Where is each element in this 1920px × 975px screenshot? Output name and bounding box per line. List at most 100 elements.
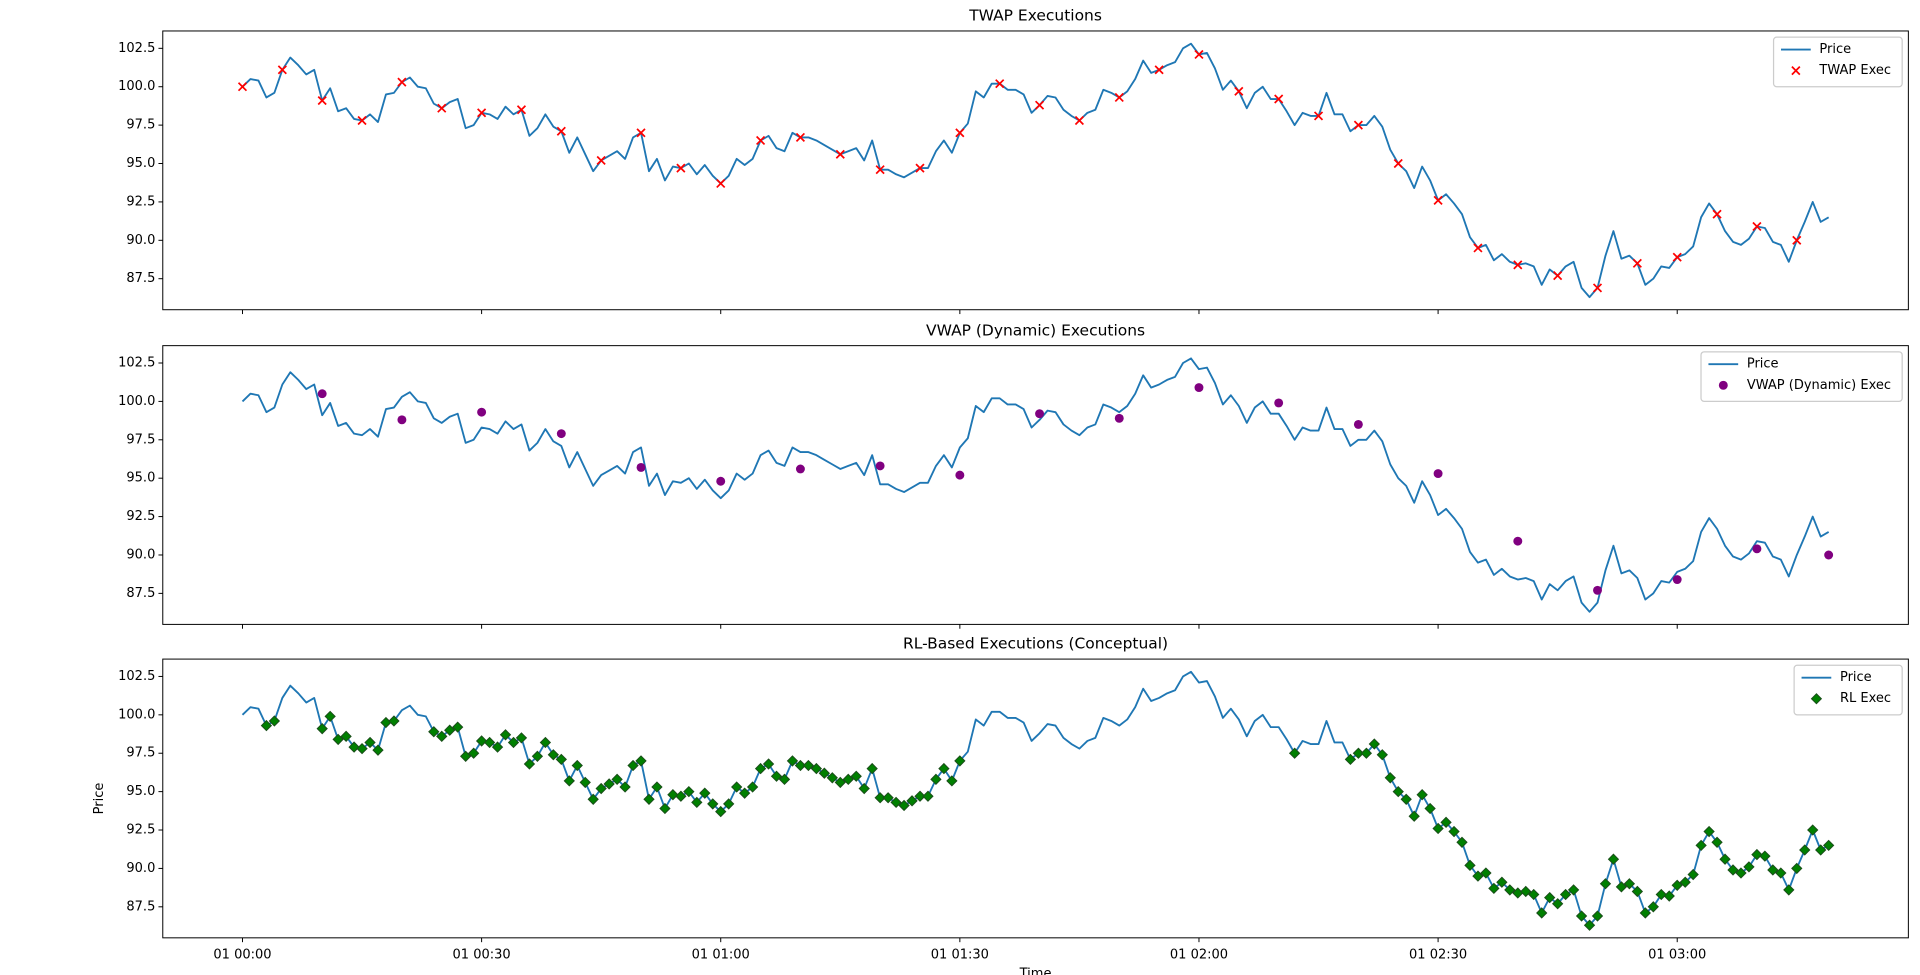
exec-marker bbox=[1767, 864, 1779, 876]
exec-marker bbox=[316, 723, 328, 735]
exec-marker bbox=[317, 389, 327, 399]
exec-marker bbox=[547, 749, 560, 761]
exec-marker bbox=[723, 798, 735, 810]
exec-marker bbox=[1520, 885, 1532, 898]
exec-marker bbox=[1752, 221, 1762, 232]
exec-marker bbox=[898, 799, 910, 812]
price-line bbox=[241, 42, 1830, 299]
exec-marker bbox=[1647, 901, 1659, 913]
y-tick-label: 95.0 bbox=[126, 471, 155, 486]
exec-marker bbox=[1376, 749, 1388, 761]
y-tick-label: 97.5 bbox=[126, 746, 155, 761]
exec-marker bbox=[716, 178, 726, 189]
exec-marker bbox=[1591, 910, 1604, 922]
y-tick-label: 87.5 bbox=[126, 899, 155, 914]
legend-label: RL Exec bbox=[1840, 691, 1891, 706]
exec-marker bbox=[324, 710, 336, 723]
exec-marker bbox=[1513, 536, 1523, 546]
y-tick-label: 92.5 bbox=[126, 194, 155, 209]
exec-marker bbox=[1288, 747, 1301, 759]
exec-marker bbox=[1671, 879, 1683, 891]
legend-box bbox=[1700, 351, 1903, 403]
exec-marker bbox=[683, 785, 695, 798]
exec-marker bbox=[762, 758, 775, 770]
exec-marker bbox=[1672, 575, 1682, 585]
exec-marker bbox=[746, 781, 759, 793]
exec-marker bbox=[810, 762, 823, 775]
exec-marker bbox=[914, 790, 926, 802]
exec-marker bbox=[477, 407, 487, 417]
exec-marker bbox=[826, 772, 838, 784]
exec-marker bbox=[477, 108, 487, 118]
exec-marker bbox=[563, 775, 575, 787]
exec-marker bbox=[515, 732, 528, 744]
exec-marker bbox=[754, 762, 767, 775]
legend: Price TWAP Exec bbox=[1772, 36, 1903, 88]
exec-marker bbox=[499, 729, 512, 741]
exec-marker bbox=[380, 716, 392, 729]
exec-marker bbox=[587, 793, 599, 805]
legend-label: Price bbox=[1840, 670, 1872, 685]
exec-marker bbox=[778, 773, 791, 785]
exec-marker bbox=[1655, 888, 1667, 901]
exec-marker bbox=[1615, 881, 1628, 893]
exec-marker bbox=[882, 792, 894, 804]
exec-marker bbox=[475, 735, 488, 747]
y-tick-label: 92.5 bbox=[126, 823, 155, 838]
exec-marker bbox=[667, 789, 679, 801]
exec-marker bbox=[1424, 802, 1436, 815]
exec-marker bbox=[1408, 810, 1420, 822]
exec-marker bbox=[1074, 115, 1084, 126]
exec-marker bbox=[1353, 120, 1363, 130]
y-tick-label: 90.0 bbox=[126, 547, 155, 562]
exec-marker bbox=[1559, 888, 1572, 901]
exec-marker bbox=[1679, 876, 1691, 888]
legend: Price RL Exec bbox=[1793, 664, 1903, 716]
exec-marker bbox=[491, 741, 504, 753]
exec-marker bbox=[1473, 243, 1483, 253]
exec-marker bbox=[452, 721, 464, 733]
exec-marker bbox=[1416, 789, 1428, 801]
exec-marker bbox=[738, 787, 751, 799]
exec-marker bbox=[1727, 864, 1739, 876]
exec-marker bbox=[603, 778, 615, 790]
exec-marker bbox=[731, 781, 743, 793]
exec-marker bbox=[1791, 66, 1801, 76]
exec-marker bbox=[955, 128, 965, 138]
panel-title: RL-Based Executions (Conceptual) bbox=[903, 635, 1168, 653]
exec-marker bbox=[715, 805, 727, 818]
exec-marker bbox=[1274, 94, 1284, 104]
exec-marker bbox=[1114, 413, 1124, 423]
x-tick-label: 01 01:30 bbox=[931, 948, 989, 963]
exec-marker bbox=[1743, 861, 1755, 873]
exec-marker bbox=[1639, 907, 1651, 919]
exec-marker bbox=[356, 742, 368, 755]
y-tick-label: 95.0 bbox=[126, 784, 155, 799]
exec-marker bbox=[467, 747, 480, 759]
exec-marker bbox=[651, 781, 663, 793]
exec-marker bbox=[786, 755, 799, 767]
exec-marker bbox=[930, 773, 942, 785]
exec-marker bbox=[1464, 859, 1476, 872]
exec-marker bbox=[1583, 919, 1596, 931]
legend: Price VWAP (Dynamic) Exec bbox=[1700, 351, 1903, 403]
x-tick-label: 01 03:00 bbox=[1648, 948, 1706, 963]
exec-marker bbox=[1695, 839, 1707, 852]
exec-marker bbox=[691, 796, 703, 809]
exec-marker bbox=[1035, 409, 1045, 419]
exec-marker bbox=[1623, 878, 1636, 890]
exec-marker bbox=[523, 758, 536, 770]
exec-marker bbox=[1607, 853, 1620, 865]
legend-label: Price bbox=[1819, 42, 1851, 57]
exec-marker bbox=[507, 736, 520, 749]
exec-marker bbox=[1735, 867, 1747, 879]
exec-marker bbox=[277, 65, 287, 75]
exec-marker bbox=[1433, 469, 1443, 479]
exec-marker bbox=[1551, 898, 1564, 910]
exec-marker bbox=[1154, 65, 1164, 75]
exec-marker bbox=[1807, 824, 1819, 836]
exec-marker bbox=[1663, 890, 1675, 902]
exec-marker bbox=[340, 730, 352, 742]
exec-marker bbox=[1448, 825, 1460, 838]
